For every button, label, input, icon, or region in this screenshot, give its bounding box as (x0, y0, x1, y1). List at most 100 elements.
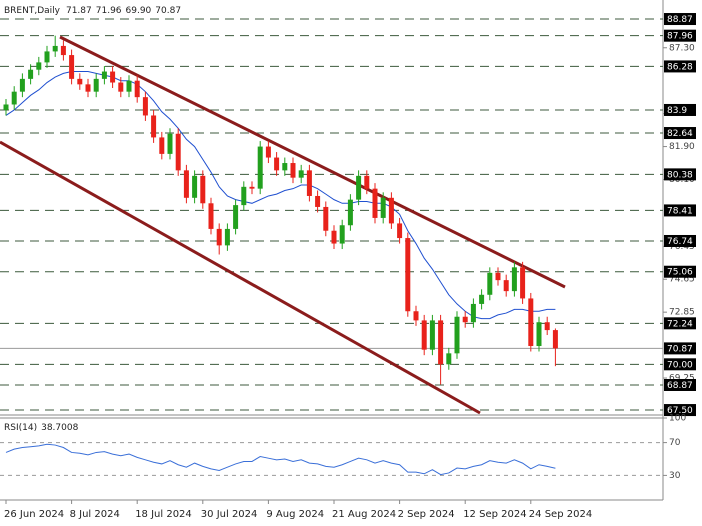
candle-body (36, 62, 42, 70)
candle-body (192, 175, 198, 198)
rsi-tick-label: 100 (669, 414, 686, 424)
level-box (664, 234, 696, 247)
x-tick-label: 18 Jul 2024 (135, 509, 192, 520)
level-label: 82.64 (667, 129, 693, 139)
level-box (664, 317, 696, 330)
candle-body (552, 330, 558, 349)
level-label: 88.87 (667, 15, 693, 25)
candle-body (413, 311, 419, 321)
candle-body (126, 80, 132, 92)
level-label: 80.38 (667, 170, 693, 180)
candle-body (446, 353, 452, 365)
candle-body (175, 133, 181, 171)
level-box (664, 358, 696, 371)
candle-body (101, 71, 107, 79)
candle-body (479, 294, 485, 304)
symbol: BRENT,Daily (4, 6, 61, 16)
x-tick-label: 30 Jul 2024 (201, 509, 258, 520)
candle-body (429, 320, 435, 350)
candle-body (470, 303, 476, 323)
level-box (664, 378, 696, 391)
x-tick-label: 9 Aug 2024 (266, 509, 324, 520)
candle-body (339, 225, 345, 244)
candle-body (298, 170, 304, 178)
candle-body (44, 51, 50, 63)
ohlc-label: 71.96 (96, 6, 122, 16)
candle-body (11, 91, 17, 105)
candle-body (380, 197, 386, 218)
level-box (664, 103, 696, 116)
candle-body (544, 322, 550, 331)
candle-body (85, 84, 91, 92)
level-label: 76.74 (667, 237, 693, 247)
candle-body (151, 115, 157, 138)
candle-body (503, 280, 509, 292)
candle-body (323, 206, 329, 231)
y-tick-label: 87.30 (669, 43, 695, 53)
candle-body (274, 157, 280, 171)
level-label: 75.06 (667, 268, 693, 278)
x-tick-label: 12 Sep 2024 (463, 509, 526, 520)
candle-body (52, 45, 58, 52)
candle-body (159, 137, 165, 154)
y-tick-label: 81.90 (669, 142, 695, 152)
candle-body (347, 199, 353, 226)
candle-body (290, 163, 296, 178)
rsi-header: RSI(14) 38.7008 (4, 423, 79, 433)
level-label: 68.87 (667, 381, 693, 391)
x-tick-label: 26 Jun 2024 (4, 509, 64, 520)
candle-body (69, 55, 75, 79)
x-tick-label: 24 Sep 2024 (529, 509, 592, 520)
candle-body (454, 316, 460, 354)
rsi-value: 38.7008 (41, 423, 78, 433)
x-tick-label: 21 Aug 2024 (332, 509, 396, 520)
candle-body (438, 320, 444, 365)
candle-body (19, 78, 25, 92)
candle-body (3, 104, 9, 110)
candle-body (372, 188, 378, 218)
candle-body (495, 272, 501, 281)
trend-line (59, 35, 566, 289)
candle-body (208, 203, 214, 229)
level-box (664, 265, 696, 278)
y-tick-label: 72.85 (669, 308, 695, 318)
candle-body (388, 197, 394, 224)
candle-body (405, 238, 411, 312)
level-label: 72.24 (667, 319, 693, 329)
candle-body (282, 163, 288, 171)
candle-body (28, 69, 34, 79)
level-label: 83.9 (667, 106, 687, 116)
rsi-title: RSI(14) (4, 423, 37, 433)
candle-body (134, 80, 140, 98)
candle-body (233, 205, 239, 229)
header: BRENT,Daily 71.87 71.96 69.90 70.87 (4, 6, 181, 16)
level-box (664, 29, 696, 42)
candle-body (397, 223, 403, 239)
candle-body (118, 82, 124, 92)
candle-body (536, 322, 542, 347)
level-label: 70.00 (667, 360, 693, 370)
x-tick-label: 8 Jul 2024 (70, 509, 120, 520)
candle-body (520, 267, 526, 299)
trend-line (0, 140, 481, 415)
candle-body (315, 195, 321, 207)
candle-body (216, 228, 222, 246)
candle-body (265, 146, 271, 158)
candle-body (356, 175, 362, 200)
level-label: 87.96 (667, 32, 693, 42)
y-tick-label: 69.25 (669, 374, 695, 384)
candle-body (462, 316, 468, 323)
level-box (664, 60, 696, 73)
candle-body (331, 230, 337, 244)
level-label: 78.41 (667, 206, 693, 216)
current-price-box (664, 342, 696, 355)
candle-body (511, 267, 517, 292)
candle-body (241, 186, 247, 206)
candle-body (249, 186, 255, 189)
ohlc-label: 71.87 (66, 6, 92, 16)
candle-body (200, 175, 206, 204)
candle-body (77, 78, 83, 85)
rsi-line (5, 443, 556, 476)
